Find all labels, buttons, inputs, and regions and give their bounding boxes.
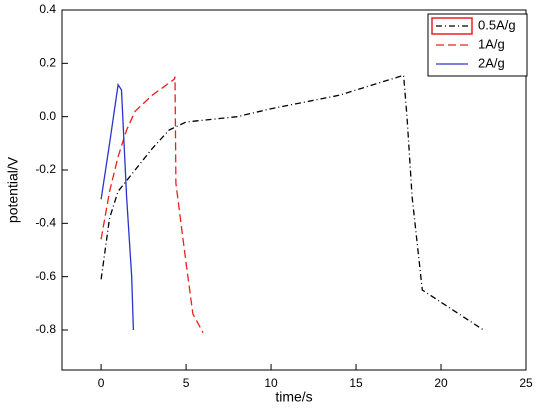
legend-label: 2A/g [478,55,505,70]
y-axis-label: potential/V [5,156,21,223]
y-tick-label: -0.6 [35,269,56,283]
x-tick-label: 20 [434,376,448,390]
series-line [100,74,484,331]
plot-frame [61,9,527,371]
x-axis-label: time/s [275,389,312,405]
y-tick-label: -0.2 [35,162,56,176]
y-tick-label: -0.4 [35,216,56,230]
y-tick-label: 0.0 [39,109,56,123]
legend-label: 0.5A/g [478,17,516,32]
x-tick-label: 15 [349,376,363,390]
y-tick-label: 0.4 [39,2,56,16]
y-tick-label: 0.2 [39,56,56,70]
x-tick-label: 25 [519,376,533,390]
x-tick-label: 0 [98,376,105,390]
legend-box [427,13,528,77]
legend-selection [431,17,473,35]
series-line [100,82,135,331]
x-tick-label: 10 [264,376,278,390]
y-tick-label: -0.8 [35,322,56,336]
series-line [100,76,204,334]
x-tick-label: 5 [183,376,190,390]
legend-label: 1A/g [478,36,505,51]
